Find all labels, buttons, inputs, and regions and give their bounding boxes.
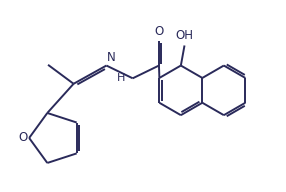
Text: O: O (18, 132, 27, 144)
Text: H: H (117, 74, 126, 84)
Text: O: O (154, 25, 164, 38)
Text: OH: OH (176, 29, 194, 42)
Text: N: N (107, 51, 116, 65)
